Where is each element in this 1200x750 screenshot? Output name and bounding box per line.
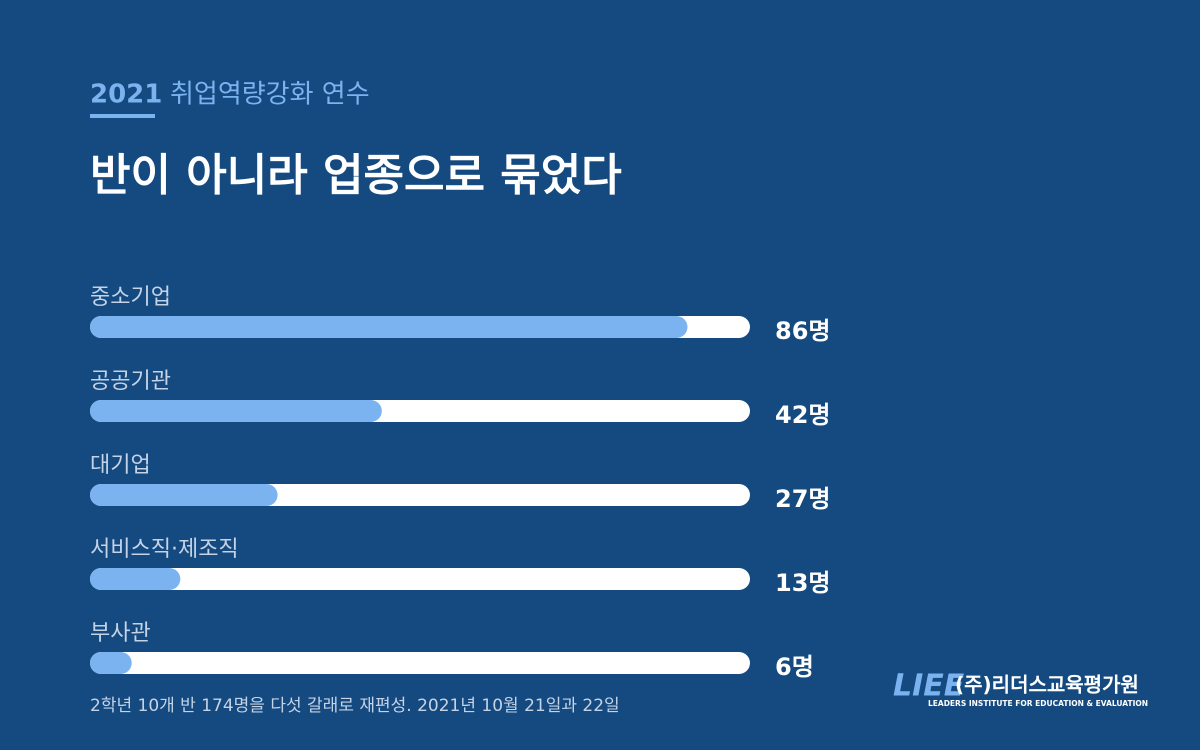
note: 2학년 10개 반 174명을 다섯 갈래로 재편성. 2021년 10월 21… [90, 696, 620, 716]
bar [90, 568, 181, 590]
kicker-underline [90, 114, 155, 118]
value-label: 86명 [775, 317, 830, 345]
logo-tagline: LEADERS INSTITUTE FOR EDUCATION & EVALUA… [928, 699, 1148, 708]
bar [90, 316, 688, 338]
bar-track [90, 568, 750, 590]
bar [90, 484, 278, 506]
value-label: 6명 [775, 653, 814, 681]
value-label: 42명 [775, 401, 830, 429]
category-label: 부사관 [90, 621, 151, 646]
bar [90, 400, 382, 422]
bar-track [90, 652, 750, 674]
logo: LIEE (주)리더스교육평가원 LEADERS INSTITUTE FOR E… [893, 669, 1148, 709]
category-label: 서비스직·제조직 [90, 537, 239, 562]
value-label: 27명 [775, 485, 830, 513]
chart-title: 반이 아니라 업종으로 묶었다 [90, 150, 622, 201]
category-label: 공공기관 [90, 369, 171, 394]
category-label: 중소기업 [90, 285, 171, 310]
logo-mark: LIEE [893, 669, 965, 704]
kicker-year: 2021 [90, 80, 162, 110]
category-label: 대기업 [90, 453, 151, 478]
value-label: 13명 [775, 569, 830, 597]
bar [90, 652, 132, 674]
kicker: 취업역량강화 연수 [170, 80, 370, 110]
logo-name: (주)리더스교육평가원 [955, 673, 1139, 697]
